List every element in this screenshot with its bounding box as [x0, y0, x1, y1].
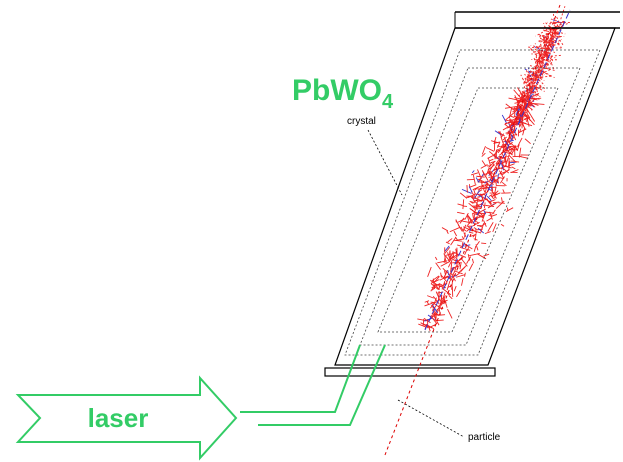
- shower-track: [450, 228, 460, 232]
- shower-track: [493, 224, 497, 232]
- shower-track: [428, 267, 432, 277]
- shower-track: [525, 139, 531, 144]
- shower-track: [489, 215, 493, 216]
- shower-track: [448, 238, 453, 242]
- shower-track: [517, 138, 522, 147]
- shower-track: [521, 75, 527, 87]
- shower-track: [522, 123, 532, 126]
- crystal-layer: [378, 88, 558, 332]
- shower-track: [462, 189, 472, 193]
- shower-track: [472, 171, 474, 173]
- leader-line: [398, 400, 464, 437]
- shower-track: [488, 222, 493, 231]
- shower-track: [503, 127, 507, 129]
- shower-track: [490, 159, 494, 161]
- shower-track: [461, 265, 467, 272]
- shower-track: [454, 231, 457, 236]
- particle-label: particle: [468, 432, 501, 443]
- shower-track: [486, 218, 491, 221]
- shower-track: [449, 296, 452, 299]
- shower-track: [435, 257, 437, 260]
- shower-track: [456, 273, 460, 276]
- shower-track: [476, 244, 478, 250]
- laser-label: laser: [88, 403, 149, 433]
- shower-track: [501, 197, 502, 202]
- shower: [417, 6, 570, 331]
- shower-track: [454, 286, 456, 291]
- shower-track: [484, 202, 485, 208]
- shower-track: [453, 272, 454, 275]
- shower-track: [523, 128, 525, 136]
- leader-line: [368, 130, 402, 195]
- shower-track: [460, 193, 467, 199]
- shower-track: [468, 247, 469, 251]
- shower-track: [469, 232, 473, 233]
- shower-track: [481, 243, 486, 244]
- shower-track: [427, 296, 433, 298]
- shower-track: [447, 281, 450, 290]
- shower-track: [461, 278, 463, 285]
- shower-track: [454, 239, 464, 241]
- shower-track: [486, 147, 494, 151]
- shower-track: [457, 245, 462, 247]
- shower-track: [457, 212, 464, 213]
- shower-track: [465, 273, 466, 277]
- shower-track: [469, 264, 473, 271]
- shower-track: [446, 242, 450, 244]
- shower-track: [505, 124, 509, 127]
- material-subscript: 4: [382, 91, 394, 113]
- crystal-label: crystal: [347, 116, 376, 127]
- page: laser PbWO4 crystal particle (() => { co…: [0, 0, 623, 462]
- shower-track: [471, 173, 478, 175]
- shower-track: [465, 250, 467, 255]
- shower-track: [485, 232, 491, 234]
- shower-track: [456, 290, 460, 297]
- particle-track: [385, 5, 560, 455]
- shower-track: [447, 309, 452, 318]
- shower-track: [477, 188, 486, 189]
- shower-track: [519, 156, 528, 158]
- shower-track: [555, 41, 561, 48]
- shower-track: [444, 257, 445, 263]
- shower-track: [469, 187, 472, 193]
- shower-track: [436, 263, 441, 270]
- shower-track: [463, 199, 464, 209]
- shower-track: [481, 164, 488, 168]
- material-label: PbWO4: [292, 74, 394, 113]
- shower-track: [477, 169, 481, 179]
- shower-track: [472, 259, 473, 263]
- shower-track: [441, 273, 442, 278]
- shower-track: [510, 116, 514, 117]
- shower-track: [447, 231, 449, 234]
- shower-track: [502, 115, 506, 123]
- shower-track: [488, 158, 490, 166]
- shower-track: [474, 246, 476, 252]
- shower-track: [493, 202, 499, 203]
- shower-track: [460, 255, 466, 258]
- shower-track: [523, 79, 524, 88]
- shower-track: [474, 194, 484, 195]
- shower-track: [484, 254, 490, 256]
- shower-track: [512, 167, 516, 169]
- shower-track: [506, 208, 513, 212]
- shower-track: [469, 185, 476, 188]
- shower-track: [488, 203, 496, 208]
- shower-track: [442, 228, 448, 231]
- material-main: PbWO: [292, 74, 382, 107]
- shower-track: [477, 254, 486, 259]
- shower-track: [477, 241, 480, 245]
- shower-track: [501, 224, 504, 226]
- shower-track: [427, 302, 429, 305]
- shower-track: [503, 189, 505, 193]
- shower-track: [474, 228, 476, 230]
- diagram: laser PbWO4 crystal particle: [0, 0, 623, 462]
- fibre: [240, 345, 360, 412]
